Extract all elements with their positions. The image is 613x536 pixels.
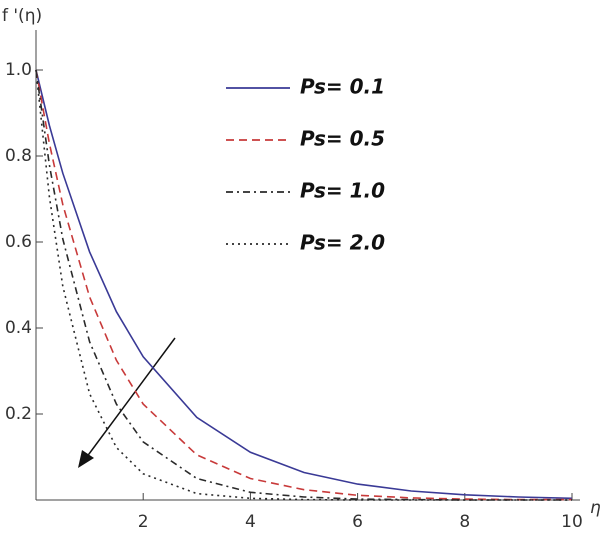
x-tick-label: 2 xyxy=(138,512,149,532)
y-axis-label: f '(η) xyxy=(2,6,42,26)
legend-label: Ps= 1.0 xyxy=(300,179,385,203)
series-line xyxy=(35,69,572,501)
series-line xyxy=(35,69,572,501)
y-tick-label: 0.2 xyxy=(5,404,32,424)
legend-label: Ps= 0.1 xyxy=(300,75,385,99)
y-tick-label: 0.4 xyxy=(5,318,32,338)
x-tick-label: 6 xyxy=(352,512,363,532)
y-tick-label: 1.0 xyxy=(5,60,32,80)
x-tick-label: 10 xyxy=(561,512,583,532)
series-line xyxy=(35,69,572,501)
legend-label: Ps= 2.0 xyxy=(300,231,385,255)
y-tick-label: 0.6 xyxy=(5,232,32,252)
y-tick-label: 0.8 xyxy=(5,146,32,166)
trend-arrow xyxy=(85,337,176,459)
legend-label: Ps= 0.5 xyxy=(300,127,385,151)
x-tick-label: 8 xyxy=(459,512,470,532)
arrow-head xyxy=(78,450,94,468)
x-tick-label: 4 xyxy=(245,512,256,532)
x-axis-label: η xyxy=(590,498,601,518)
series-line xyxy=(35,69,573,500)
